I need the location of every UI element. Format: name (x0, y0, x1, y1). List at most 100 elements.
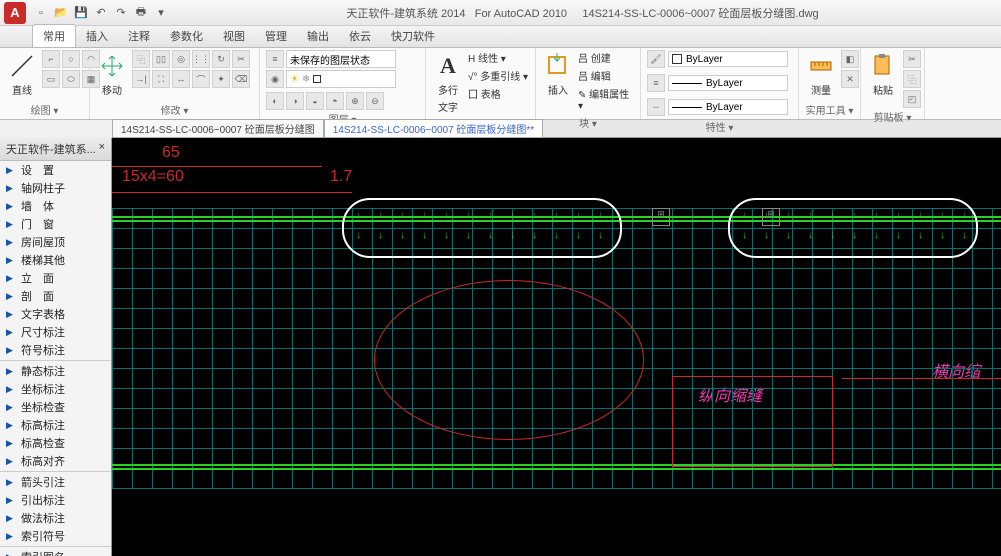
sidebar-item[interactable]: ▶标高对齐 (0, 452, 111, 470)
mtext-button[interactable]: A 多行 文字 (432, 50, 464, 116)
extend-icon[interactable]: →| (132, 70, 150, 88)
util-1[interactable]: ◧ (841, 50, 859, 68)
tab-kuaidao[interactable]: 快刀软件 (381, 25, 445, 47)
array-icon[interactable]: ⋮⋮ (192, 50, 210, 68)
sidebar-item[interactable]: ▶标高检查 (0, 434, 111, 452)
layer-combo[interactable]: ☀❄ (286, 70, 396, 88)
title-doc: 14S214-SS-LC-0006~0007 砼面层板分缝图.dwg (582, 8, 818, 20)
edit-attr-button[interactable]: ✎ 编辑属性 ▾ (578, 86, 634, 112)
tab-output[interactable]: 输出 (297, 25, 339, 47)
drawing-canvas[interactable]: 65 15x4=60 1.7 纵向缩缝 横向缩 ↓↓↓↓↓↓↓↓↓↓↓↓↓↓↓↓… (112, 138, 1001, 556)
layer-tool-4[interactable]: ◓ (326, 92, 344, 110)
clip-3[interactable]: ◰ (903, 90, 921, 108)
sidebar-item-label: 尺寸标注 (21, 324, 65, 340)
fillet-icon[interactable]: ⌒ (192, 70, 210, 88)
linetype-combo[interactable]: ByLayer (668, 99, 788, 115)
layer-state-combo[interactable]: 未保存的图层状态 (286, 50, 396, 68)
ellipse-icon[interactable]: ⬭ (62, 70, 80, 88)
move-label: 移动 (102, 82, 122, 97)
move-button[interactable]: 移动 (96, 50, 128, 99)
sidebar-item[interactable]: ▶索引图名 (0, 548, 111, 556)
sidebar-item[interactable]: ▶索引符号 (0, 527, 111, 545)
create-block-button[interactable]: 吕 创建 (578, 50, 634, 65)
tab-parametric[interactable]: 参数化 (160, 25, 213, 47)
copy-icon[interactable]: ⿻ (132, 50, 150, 68)
insert-block-button[interactable]: 插入 (542, 50, 574, 99)
paste-button[interactable]: 粘贴 (867, 50, 899, 99)
sidebar-item[interactable]: ▶立 面 (0, 269, 111, 287)
sidebar-item[interactable]: ▶门 窗 (0, 215, 111, 233)
lineweight-combo[interactable]: ByLayer (668, 75, 788, 91)
tab-yiyun[interactable]: 依云 (339, 25, 381, 47)
layer-props-icon[interactable]: ◉ (266, 70, 284, 88)
stretch-icon[interactable]: ↔ (172, 70, 190, 88)
qat-undo-icon[interactable]: ↶ (94, 6, 108, 20)
tab-annotate[interactable]: 注释 (118, 25, 160, 47)
layer-manager-icon[interactable]: ≡ (266, 50, 284, 68)
trim-icon[interactable]: ✂ (232, 50, 250, 68)
edit-block-button[interactable]: 吕 编辑 (578, 68, 634, 83)
tab-view[interactable]: 视图 (213, 25, 255, 47)
layer-tool-5[interactable]: ⊕ (346, 92, 364, 110)
sidebar-item[interactable]: ▶轴网柱子 (0, 179, 111, 197)
sidebar-item[interactable]: ▶坐标检查 (0, 398, 111, 416)
erase-icon[interactable]: ⌫ (232, 70, 250, 88)
sidebar-item-label: 标高检查 (21, 435, 65, 451)
linear-dim-button[interactable]: H 线性 ▾ (468, 50, 528, 65)
match-prop-icon[interactable]: 🖌 (647, 50, 665, 68)
rect-icon[interactable]: ▭ (42, 70, 60, 88)
qat-open-icon[interactable]: 📂 (54, 6, 68, 20)
offset-icon[interactable]: ◎ (172, 50, 190, 68)
layer-tool-1[interactable]: ◐ (266, 92, 284, 110)
sidebar-item[interactable]: ▶符号标注 (0, 341, 111, 359)
color-combo[interactable]: ByLayer (668, 51, 788, 67)
tab-insert[interactable]: 插入 (76, 25, 118, 47)
app-logo[interactable]: A (4, 2, 26, 24)
sidebar-item[interactable]: ▶标高标注 (0, 416, 111, 434)
sidebar-item[interactable]: ▶墙 体 (0, 197, 111, 215)
sidebar-item-label: 索引图名 (21, 549, 65, 556)
sidebar-item[interactable]: ▶剖 面 (0, 287, 111, 305)
layer-tool-6[interactable]: ⊖ (366, 92, 384, 110)
sidebar-item[interactable]: ▶楼梯其他 (0, 251, 111, 269)
sidebar-item[interactable]: ▶箭头引注 (0, 473, 111, 491)
sidebar-item[interactable]: ▶文字表格 (0, 305, 111, 323)
sidebar-item[interactable]: ▶引出标注 (0, 491, 111, 509)
layer-tool-3[interactable]: ◒ (306, 92, 324, 110)
lw-icon[interactable]: ≡ (647, 74, 665, 92)
qat-new-icon[interactable]: ▫ (34, 6, 48, 20)
line-button[interactable]: 直线 (6, 50, 38, 99)
mleader-button[interactable]: √° 多重引线 ▾ (468, 68, 528, 83)
doc-tab-2[interactable]: 14S214-SS-LC-0006~0007 砼面层板分缝图** (324, 119, 543, 138)
sidebar-close-icon[interactable]: × (99, 141, 105, 157)
sidebar-item[interactable]: ▶设 置 (0, 161, 111, 179)
doc-tab-1[interactable]: 14S214-SS-LC-0006~0007 砼面层板分缝图 (112, 119, 324, 138)
layer-tool-2[interactable]: ◑ (286, 92, 304, 110)
measure-button[interactable]: 测量 (805, 50, 837, 99)
qat-more-icon[interactable]: ▾ (154, 6, 168, 20)
mirror-icon[interactable]: ▯▯ (152, 50, 170, 68)
sidebar-item[interactable]: ▶房间屋顶 (0, 233, 111, 251)
tab-home[interactable]: 常用 (32, 24, 76, 47)
tab-manage[interactable]: 管理 (255, 25, 297, 47)
sidebar-item[interactable]: ▶尺寸标注 (0, 323, 111, 341)
scale-icon[interactable]: ⛶ (152, 70, 170, 88)
table-button[interactable]: 囗 表格 (468, 86, 528, 101)
polyline-icon[interactable]: ⌐ (42, 50, 60, 68)
qat-redo-icon[interactable]: ↷ (114, 6, 128, 20)
sidebar-item[interactable]: ▶做法标注 (0, 509, 111, 527)
circle-icon[interactable]: ○ (62, 50, 80, 68)
cut-icon[interactable]: ✂ (903, 50, 921, 68)
lt-icon[interactable]: -- (647, 98, 665, 116)
sidebar-item[interactable]: ▶静态标注 (0, 362, 111, 380)
sidebar-item-label: 楼梯其他 (21, 252, 65, 268)
sidebar-item[interactable]: ▶坐标标注 (0, 380, 111, 398)
qat-save-icon[interactable]: 💾 (74, 6, 88, 20)
ribbon: 直线 ⌐ ○ ◠ ▭ ⬭ ▦ 绘图 ▾ 移动 ⿻ ▯▯ ◎ ⋮⋮ (0, 48, 1001, 120)
panel-outline (342, 198, 622, 258)
copy-clip-icon[interactable]: ⿻ (903, 70, 921, 88)
rotate-icon[interactable]: ↻ (212, 50, 230, 68)
util-2[interactable]: ✕ (841, 70, 859, 88)
explode-icon[interactable]: ✦ (212, 70, 230, 88)
qat-print-icon[interactable]: 🖶 (134, 6, 148, 20)
